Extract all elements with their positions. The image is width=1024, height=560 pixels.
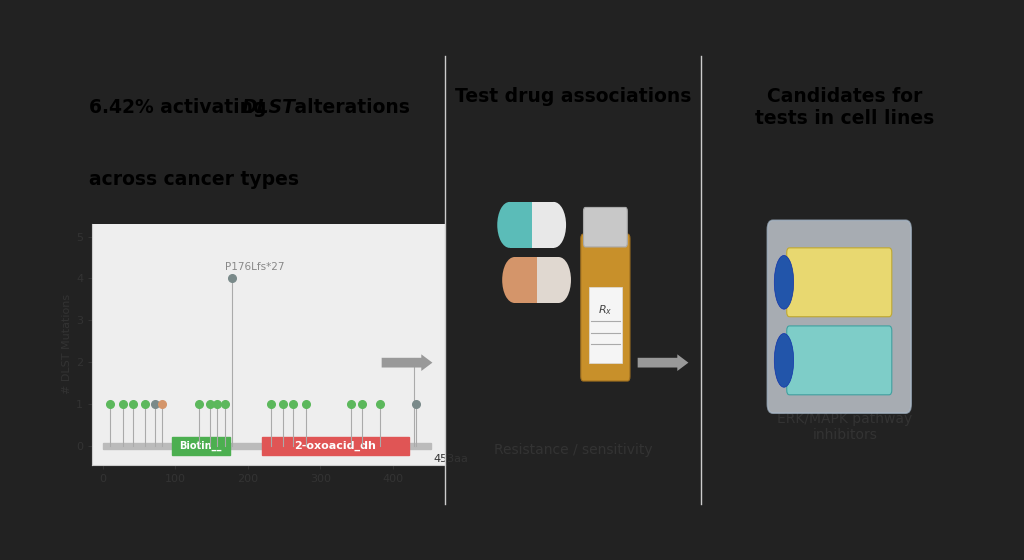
Ellipse shape [774, 334, 794, 387]
Text: 6.42% activating: 6.42% activating [89, 98, 273, 117]
FancyBboxPatch shape [786, 248, 892, 317]
Bar [537, 257, 559, 303]
Bar [262, 437, 409, 455]
Text: ERK/MAPK pathway
inhibitors: ERK/MAPK pathway inhibitors [777, 412, 912, 442]
Bar [510, 202, 531, 248]
Text: Resistance / sensitivity: Resistance / sensitivity [495, 443, 652, 457]
Ellipse shape [547, 257, 571, 303]
Ellipse shape [498, 202, 522, 248]
Y-axis label: # DLST Mutations: # DLST Mutations [61, 295, 72, 394]
Text: P176Lfs*27: P176Lfs*27 [224, 262, 284, 272]
Bar [589, 287, 622, 363]
Text: Biotin__: Biotin__ [179, 441, 222, 451]
FancyBboxPatch shape [767, 220, 911, 413]
FancyBboxPatch shape [584, 207, 628, 247]
Text: Candidates for
tests in cell lines: Candidates for tests in cell lines [755, 87, 935, 128]
Text: alterations: alterations [288, 98, 410, 117]
Bar [172, 437, 229, 455]
Text: 453aa: 453aa [433, 454, 468, 464]
Text: DLST: DLST [242, 98, 295, 117]
Ellipse shape [542, 202, 566, 248]
Ellipse shape [774, 255, 794, 309]
Bar [103, 443, 431, 449]
Text: Test drug associations: Test drug associations [456, 87, 691, 106]
Text: across cancer types: across cancer types [89, 170, 299, 189]
Ellipse shape [502, 257, 526, 303]
FancyBboxPatch shape [581, 234, 630, 381]
Text: 2-oxoacid_dh: 2-oxoacid_dh [295, 441, 377, 451]
FancyBboxPatch shape [786, 326, 892, 395]
Text: $R_x$: $R_x$ [598, 303, 612, 317]
Bar [514, 257, 537, 303]
Bar [531, 202, 554, 248]
